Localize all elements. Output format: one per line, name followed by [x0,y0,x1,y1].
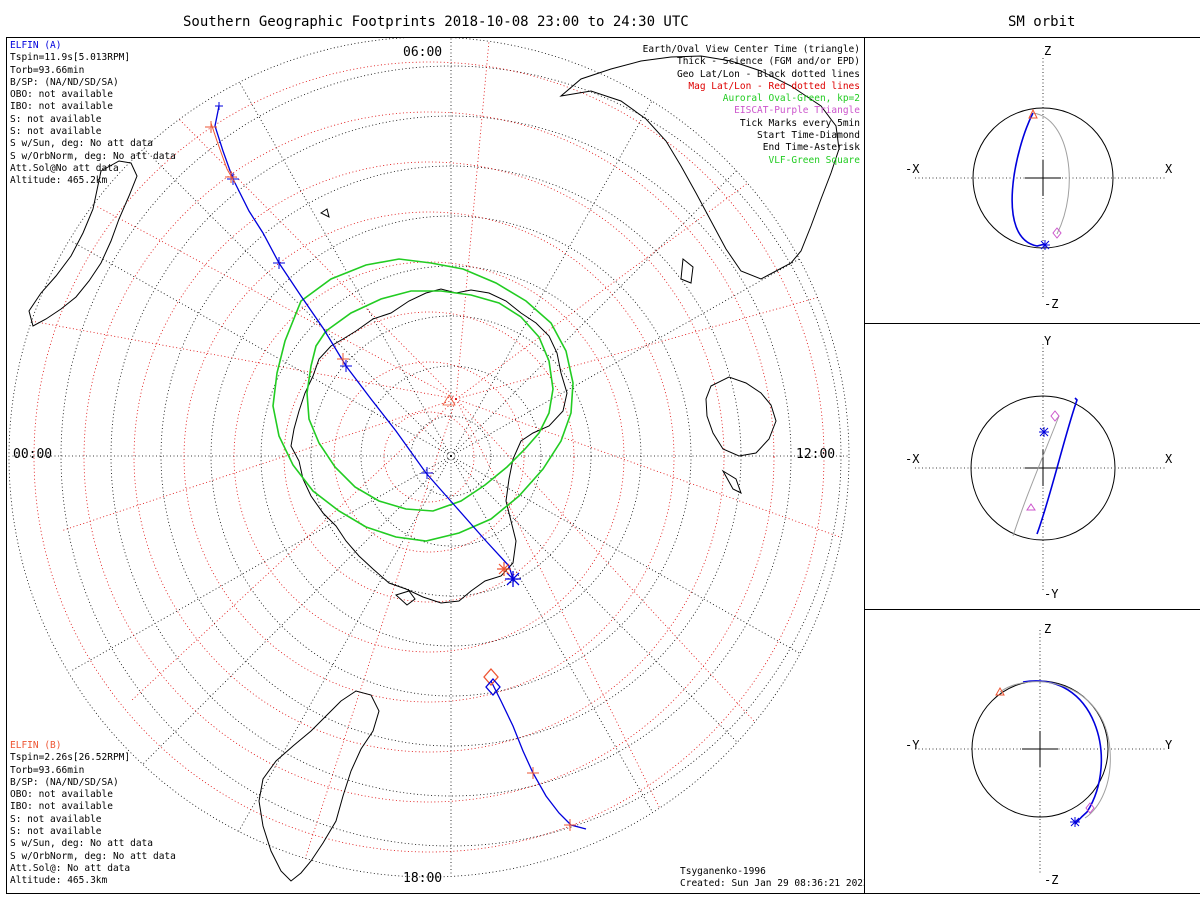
hour-label-right: 12:00 [796,447,836,462]
axis-left: -X [905,452,920,466]
sat-a-line: OBO: not available [10,89,113,101]
axis-left: -Y [905,738,920,752]
map-footer: Tsyganenko-1996 Created: Sun Jan 29 08:3… [680,866,869,891]
sat-b-line: S: not available [10,826,102,838]
coastlines [28,55,840,882]
axis-right: Y [1165,738,1173,752]
auroral-oval-inner [306,290,554,512]
axis-top: Z [1044,622,1052,636]
track-a-line [214,105,514,580]
track-a-ticks [215,102,433,479]
sat-b-line: Altitude: 465.3km [10,875,108,887]
footprint-map [8,38,850,882]
orbit-plot-yz [915,630,1165,875]
sat-b-info: ELFIN (B) Tspin=2.26s[26.52RPM] Torb=93.… [10,740,176,888]
axis-top: Z [1044,44,1052,58]
auroral-oval-outer [272,258,574,542]
axis-left: -X [905,162,920,176]
south-america-coast [258,690,380,882]
sat-a-name: ELFIN (A) [10,40,62,51]
auroral-ovals [272,258,574,542]
legend-entry: Mag Lat/Lon - Red dotted lines [688,80,860,92]
sat-a-info: ELFIN (A) Tspin=11.9s[5.013RPM] Torb=93.… [10,40,176,188]
legend-entry: Auroral Oval-Green, kp=2 [722,93,860,105]
new-zealand-coast [721,469,742,495]
sat-a-line: Altitude: 465.2km [10,175,108,187]
model-label: Tsyganenko-1996 [680,866,766,877]
axis-bottom: -Z [1044,873,1059,887]
sat-a-line: S: not available [10,113,102,125]
legend-entry: Tick Marks every 5min [739,117,860,129]
legend-entry: EISCAT-Purple Triangle [734,105,860,117]
map-legend: Earth/Oval View Center Time (triangle) T… [643,44,860,167]
orbit-a-xz [1011,112,1046,247]
start-diamond-a [485,678,501,696]
map-title: Southern Geographic Footprints 2018-10-0… [183,14,689,30]
sat-b-name: ELFIN (B) [10,740,62,751]
sat-a-line: S: not available [10,126,102,138]
sat-a-line: IBO: not available [10,101,113,113]
axis-top: Y [1044,334,1052,348]
start-diamond-b [483,668,499,686]
orbit-plot-xy [915,344,1165,592]
track-a [214,102,521,587]
island-coast-1 [395,590,416,606]
sat-a-line: S w/OrbNorm, deg: No att data [10,150,176,162]
footprint-map-panel: 06:00 00:00 12:00 18:00 ELFIN (A) Tspin=… [6,37,869,894]
legend-entry: Start Time-Diamond [757,130,860,142]
orbit-a-yz [1022,680,1103,825]
axis-right: X [1165,162,1173,176]
west-landmass-coast [28,160,138,327]
orbit-plot-xz [915,58,1165,298]
antarctica-coast [290,288,568,604]
track-b-ticks [205,121,576,831]
axis-bottom: -Z [1044,297,1059,311]
orbit-b-xy [1012,415,1060,537]
legend-entry: Thick - Science (FGM and/or EPD) [676,56,860,68]
geo-grid [11,38,849,877]
hour-label-bottom: 18:00 [403,871,443,886]
center-marker [442,394,456,406]
australia-coast [705,376,777,457]
end-asterisk-a [505,571,521,587]
track-b [205,121,587,831]
africa-coast [559,55,840,280]
axis-right: X [1165,452,1173,466]
orbit-b-yz [999,681,1111,819]
hour-label-top: 06:00 [403,45,443,60]
sat-b-line: Torb=93.66min [10,764,85,776]
sat-b-line: S: not available [10,813,102,825]
sat-b-line: Tspin=2.26s[26.52RPM] [10,752,131,764]
end-asterisk-b [497,562,511,576]
mag-grid [30,40,849,872]
sat-b-line: IBO: not available [10,801,113,813]
sat-a-line: Tspin=11.9s[5.013RPM] [10,52,131,64]
madagascar-coast [680,258,694,284]
sat-a-line: Torb=93.66min [10,64,85,76]
axis-bottom: -Y [1044,587,1059,601]
sat-b-line: Att.Sol@: No att data [10,862,131,874]
map-boundary [8,38,850,878]
sat-a-line: S w/Sun, deg: No att data [10,138,153,150]
sat-b-line: B/SP: (NA/ND/SD/SA) [10,776,119,788]
orbit-panel-yz: Z -Z -Y Y [864,609,1200,894]
sat-b-line: S w/OrbNorm, deg: No att data [10,850,176,862]
orbit-title: SM orbit [1008,14,1076,30]
sat-a-line: Att.Sol@No att data [10,162,119,174]
legend-entry: VLF-Green Square [768,154,860,166]
track-b-line [490,680,587,830]
sat-b-line: S w/Sun, deg: No att data [10,838,153,850]
sat-a-line: B/SP: (NA/ND/SD/SA) [10,76,119,88]
created-label: Created: Sun Jan 29 08:36:21 2023 [680,878,869,890]
orbit-a-xy [1036,397,1078,535]
legend-entry: Geo Lat/Lon - Black dotted lines [676,68,860,80]
legend-entry: Earth/Oval View Center Time (triangle) [642,44,860,55]
sat-b-line: OBO: not available [10,789,113,801]
island-coast-2 [320,208,330,218]
orbit-b-xz [1032,112,1070,235]
legend-entry: End Time-Asterisk [762,142,860,154]
orbit-panel-xy: Y -Y -X X [864,323,1200,611]
orbit-panel-xz: Z -Z -X X [864,37,1200,325]
hour-label-left: 00:00 [13,447,53,462]
